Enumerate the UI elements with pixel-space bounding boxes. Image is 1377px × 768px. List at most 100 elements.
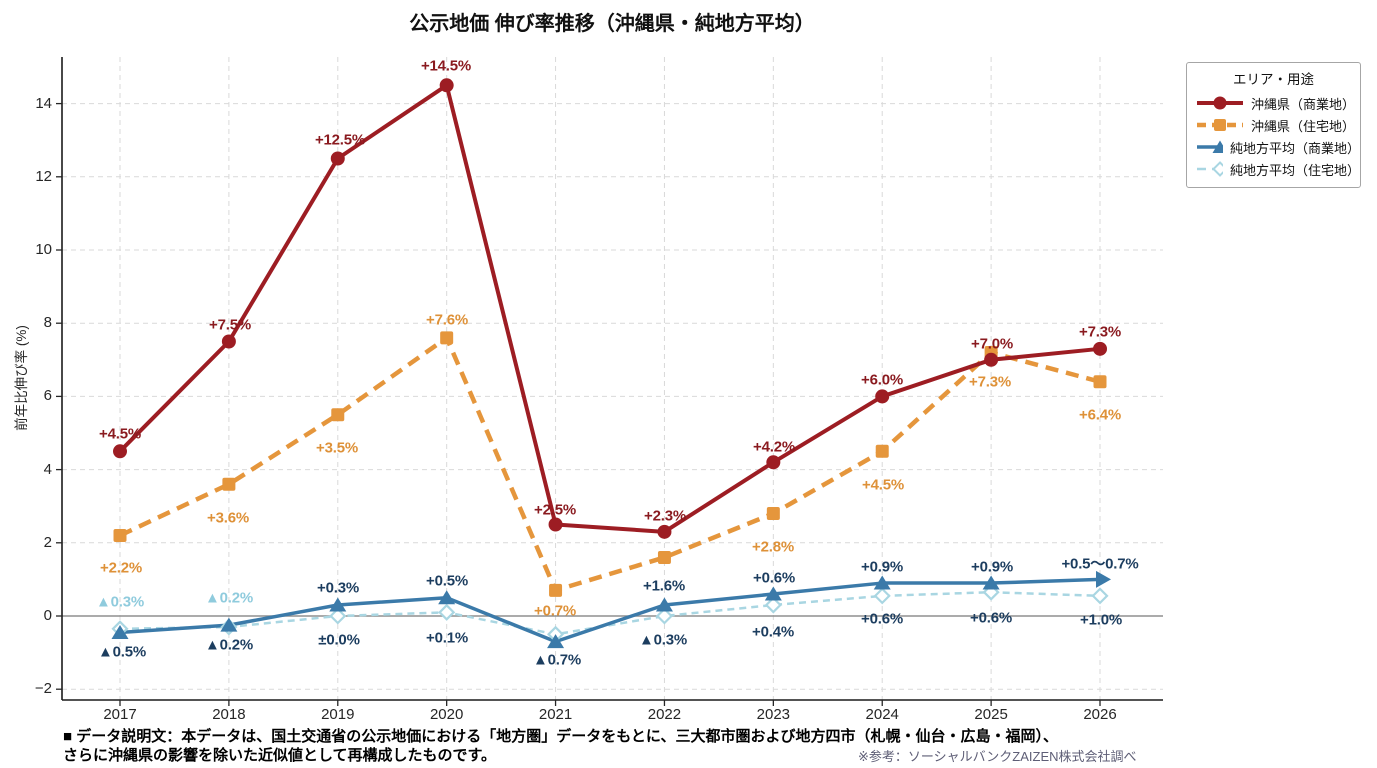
marker-circle-icon xyxy=(548,517,563,532)
marker-triangle-icon xyxy=(655,597,673,612)
data-label-annotation: +4.5% xyxy=(862,476,904,494)
legend-item: 純地方平均（商業地） xyxy=(1187,136,1360,158)
data-label-annotation: +7.3% xyxy=(1079,323,1121,341)
marker-square-icon xyxy=(440,331,454,345)
x-axis-tick-label: 2026 xyxy=(1083,706,1117,723)
marker-circle-icon xyxy=(875,389,890,404)
marker-diamond-icon xyxy=(764,596,782,614)
series-line-3 xyxy=(119,590,1101,636)
legend-marker-icon xyxy=(1213,96,1227,110)
marker-circle-icon xyxy=(221,334,236,349)
legend: エリア・用途 沖縄県（商業地） 沖縄県（住宅地） 純地方平均（商業地） 純地方平均（住… xyxy=(1186,62,1361,188)
legend-item: 沖縄県（住宅地） xyxy=(1187,114,1360,136)
marker-circle-icon xyxy=(657,524,672,539)
data-label-annotation: ▲0.3% xyxy=(638,631,688,649)
data-label-annotation: +0.4% xyxy=(752,623,794,641)
data-label-annotation: +0.9% xyxy=(971,558,1013,576)
data-label-annotation: +0.6% xyxy=(861,610,903,628)
marker-circle-icon xyxy=(330,151,345,166)
chart-title: 公示地価 伸び率推移（沖縄県・純地方平均） xyxy=(409,13,815,35)
data-label-annotation: +0.1% xyxy=(426,629,468,647)
marker-square-icon xyxy=(549,583,563,597)
legend-item: 純地方平均（住宅地） xyxy=(1187,158,1360,180)
marker-arrow-right-icon xyxy=(1096,570,1112,588)
data-label-annotation: +3.5% xyxy=(316,439,358,457)
marker-square-icon xyxy=(766,507,780,521)
marker-triangle-icon xyxy=(982,575,1000,590)
data-label-annotation: ▲0.5% xyxy=(97,643,147,661)
legend-line-sample-icon xyxy=(1197,96,1243,110)
marker-diamond-icon xyxy=(873,587,891,605)
x-axis-tick-label: 2020 xyxy=(429,706,464,723)
data-label-annotation: +0.6% xyxy=(753,569,795,587)
data-label-annotation: +2.3% xyxy=(644,507,686,525)
marker-square-icon xyxy=(331,408,345,422)
data-label-annotation: +6.0% xyxy=(861,371,903,389)
series-line-1 xyxy=(119,335,1101,593)
legend-label: 沖縄県（商業地） xyxy=(1251,96,1356,112)
data-label-annotation: +2.8% xyxy=(752,538,794,556)
y-axis-label: 前年比伸び率 (%) xyxy=(14,325,29,431)
data-label-annotation: +2.5% xyxy=(534,501,576,519)
marker-triangle-icon xyxy=(111,624,129,639)
marker-square-icon xyxy=(113,528,127,542)
marker-triangle-icon xyxy=(438,590,456,605)
data-label-annotation: ±0.0% xyxy=(318,631,360,649)
data-label-annotation: +12.5% xyxy=(314,131,366,149)
x-axis-tick-label: 2024 xyxy=(865,706,899,723)
data-label-annotation: +0.5〜0.7% xyxy=(1061,555,1139,573)
legend-label: 純地方平均（商業地） xyxy=(1229,140,1360,156)
footer-note-line1: ■ データ説明文：本データは、国土交通省の公示地価における「地方圏」データをもと… xyxy=(63,728,1058,745)
y-axis-tick-label: 14 xyxy=(35,94,52,112)
marker-triangle-icon xyxy=(329,597,347,612)
footer-note: ■ データ説明文：本データは、国土交通省の公示地価における「地方圏」データをもと… xyxy=(63,727,1058,765)
legend-line-sample-icon xyxy=(1197,140,1223,153)
data-label-annotation: +0.7% xyxy=(534,602,576,620)
y-axis-tick-label: 0 xyxy=(43,607,52,624)
legend-marker-icon xyxy=(1212,140,1223,153)
marker-diamond-icon xyxy=(329,607,347,625)
marker-triangle-icon xyxy=(547,634,565,649)
data-label-annotation: +1.6% xyxy=(643,577,685,595)
data-label-annotation: +6.4% xyxy=(1079,406,1121,424)
x-axis-tick-label: 2022 xyxy=(647,706,682,723)
data-label-annotation: +4.2% xyxy=(753,438,795,456)
marker-diamond-icon xyxy=(655,607,674,625)
y-axis-tick-label: 8 xyxy=(43,314,52,332)
data-label-annotation: +2.2% xyxy=(100,559,142,577)
legend-label: 沖縄県（住宅地） xyxy=(1251,118,1356,134)
data-label-annotation: ▲0.2% xyxy=(204,636,254,654)
marker-circle-icon xyxy=(766,455,781,470)
x-axis-tick-label: 2025 xyxy=(974,706,1008,723)
legend-items: 沖縄県（商業地） 沖縄県（住宅地） 純地方平均（商業地） 純地方平均（住宅地） xyxy=(1187,92,1360,180)
data-label-annotation: +7.0% xyxy=(971,335,1013,353)
x-axis-tick-label: 2018 xyxy=(212,706,246,723)
series-line-0 xyxy=(118,83,1101,534)
marker-square-icon xyxy=(657,550,671,564)
source-credit: ※参考：ソーシャルバンクZAIZEN株式会社調べ xyxy=(858,749,1137,764)
data-label-annotation: ▲0.3% xyxy=(95,593,145,611)
marker-diamond-icon xyxy=(438,603,456,621)
legend-line-sample-icon xyxy=(1197,119,1243,131)
y-axis-tick-label: −2 xyxy=(34,680,52,698)
marker-triangle-icon xyxy=(220,617,238,632)
legend-marker-icon xyxy=(1212,161,1223,177)
data-label-annotation: +0.9% xyxy=(861,558,903,576)
marker-circle-icon xyxy=(984,352,999,367)
marker-triangle-icon xyxy=(764,586,782,601)
legend-marker-icon xyxy=(1214,119,1226,131)
data-label-annotation: +1.0% xyxy=(1080,611,1122,629)
data-label-annotation: +0.6% xyxy=(970,609,1012,627)
data-label-annotation: +14.5% xyxy=(420,57,472,75)
marker-circle-icon xyxy=(1093,341,1108,356)
y-axis-tick-label: 12 xyxy=(35,167,52,185)
marker-circle-icon xyxy=(113,444,127,459)
data-label-annotation: +0.3% xyxy=(317,579,359,597)
data-label-annotation: +7.3% xyxy=(969,373,1011,391)
marker-square-icon xyxy=(875,444,889,458)
marker-circle-icon xyxy=(439,78,454,93)
y-axis-tick-label: 6 xyxy=(43,387,52,405)
series-line-2 xyxy=(119,577,1101,644)
